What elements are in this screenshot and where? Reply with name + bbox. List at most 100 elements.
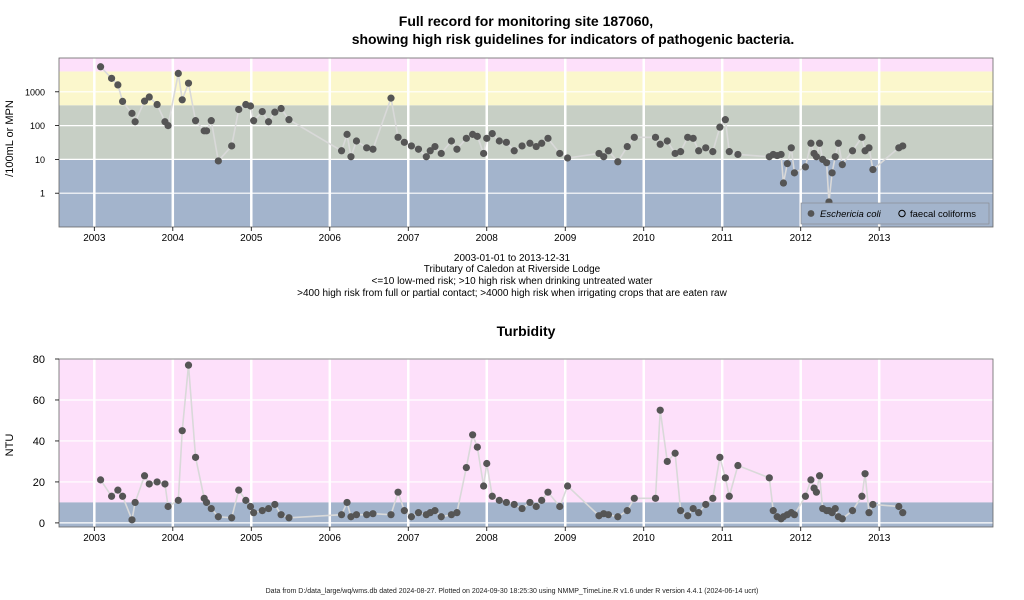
turbidity-point — [343, 498, 351, 507]
ecoli-point — [563, 154, 572, 162]
ecoli-point — [347, 153, 355, 161]
turbidity-point — [858, 492, 866, 500]
turbidity-point — [677, 507, 685, 515]
ecoli-point — [787, 144, 795, 152]
ecoli-point — [145, 93, 153, 101]
ecoli-point — [556, 149, 564, 158]
x-tick-label: 2004 — [162, 533, 185, 544]
turbidity-point — [812, 488, 821, 496]
ecoli-point — [462, 134, 470, 142]
ecoli-point — [369, 145, 377, 153]
ecoli-point — [538, 139, 546, 147]
turbidity-point — [656, 406, 664, 414]
ecoli-point — [453, 145, 461, 153]
turbidity-point — [118, 492, 127, 500]
x-tick-label: 2006 — [319, 233, 342, 244]
turbidity-point — [716, 453, 724, 461]
ecoli-point — [426, 147, 434, 155]
turbidity-point — [414, 509, 423, 517]
turbidity-point — [447, 511, 456, 519]
ecoli-point — [431, 142, 439, 151]
ecoli-point — [858, 133, 866, 141]
ecoli-point — [131, 118, 139, 126]
turbidity-point — [145, 480, 153, 488]
turbidity-point — [352, 511, 361, 519]
turbidity-point — [869, 500, 877, 509]
turbidity-point — [250, 509, 258, 517]
ecoli-point — [235, 105, 243, 114]
ecoli-point — [337, 147, 346, 155]
ecoli-point — [400, 138, 408, 146]
turbidity-point — [184, 361, 193, 369]
turbidity-point — [831, 504, 839, 513]
ecoli-point — [790, 169, 799, 177]
ecoli-point — [480, 149, 488, 158]
x-tick-label: 2003 — [83, 533, 106, 544]
turbidity-point — [369, 510, 377, 518]
ecoli-point — [869, 165, 877, 174]
ecoli-point — [174, 69, 182, 78]
turbidity-point — [838, 515, 846, 523]
ecoli-point — [271, 108, 279, 116]
y-tick-label: 40 — [33, 436, 45, 448]
turbidity-point — [235, 486, 243, 494]
ecoli-point — [96, 63, 105, 71]
turbidity-point — [469, 431, 477, 439]
turbidity-point — [604, 511, 613, 519]
ecoli-point — [214, 157, 222, 165]
turbidity-point — [264, 504, 273, 513]
ecoli-point — [483, 134, 491, 142]
turbidity-point — [437, 513, 445, 521]
x-tick-label: 2011 — [711, 233, 733, 244]
turbidity-point — [865, 509, 873, 517]
ecoli-point — [107, 74, 116, 82]
turbidity-point — [614, 513, 622, 521]
ecoli-point — [815, 139, 824, 147]
ecoli-point — [191, 117, 200, 125]
turbidity-point — [807, 476, 815, 484]
turbidity-point — [153, 478, 161, 486]
turbidity-point — [815, 472, 824, 480]
ecoli-point — [684, 133, 692, 141]
legend-label-faecal: faecal coliforms — [910, 209, 976, 220]
turbidity-point — [140, 472, 149, 480]
ecoli-point — [807, 139, 815, 147]
turbidity-point — [164, 502, 172, 511]
ecoli-point — [258, 107, 266, 116]
ecoli-point — [207, 117, 215, 125]
ecoli-point — [614, 158, 622, 166]
x-tick-label: 2003 — [83, 233, 106, 244]
turbidity-point — [526, 498, 534, 507]
ecoli-point — [604, 147, 613, 155]
turbidity-point — [107, 492, 116, 500]
ecoli-point — [848, 147, 857, 155]
ecoli-point — [153, 100, 161, 109]
turbidity-point — [899, 509, 907, 517]
ecoli-point — [838, 161, 846, 169]
ecoli-point — [865, 144, 873, 152]
turbidity-point — [473, 443, 481, 451]
ecoli-point — [250, 117, 258, 125]
y-tick-label: 60 — [33, 395, 45, 407]
y-axis-label: NTU — [4, 434, 16, 457]
turbidity-point — [544, 488, 552, 496]
turbidity-point — [202, 498, 211, 507]
ecoli-point — [725, 148, 733, 156]
turbidity-point — [394, 488, 402, 496]
ecoli-point — [671, 149, 679, 158]
ecoli-point — [630, 133, 638, 141]
turbidity-point — [242, 496, 250, 504]
turbidity-point — [651, 494, 660, 502]
ecoli-point — [114, 81, 122, 89]
ecoli-point — [495, 137, 503, 145]
y-tick-label: 20 — [33, 477, 45, 489]
ecoli-point — [352, 137, 361, 145]
turbidity-point — [96, 476, 105, 484]
turbidity-point — [131, 498, 139, 507]
y-tick-label: 1000 — [25, 87, 45, 97]
band-contact-risk — [59, 71, 993, 106]
x-tick-label: 2008 — [476, 233, 499, 244]
ecoli-point — [779, 179, 788, 187]
ecoli-point — [437, 149, 445, 158]
ecoli-point — [721, 116, 729, 124]
